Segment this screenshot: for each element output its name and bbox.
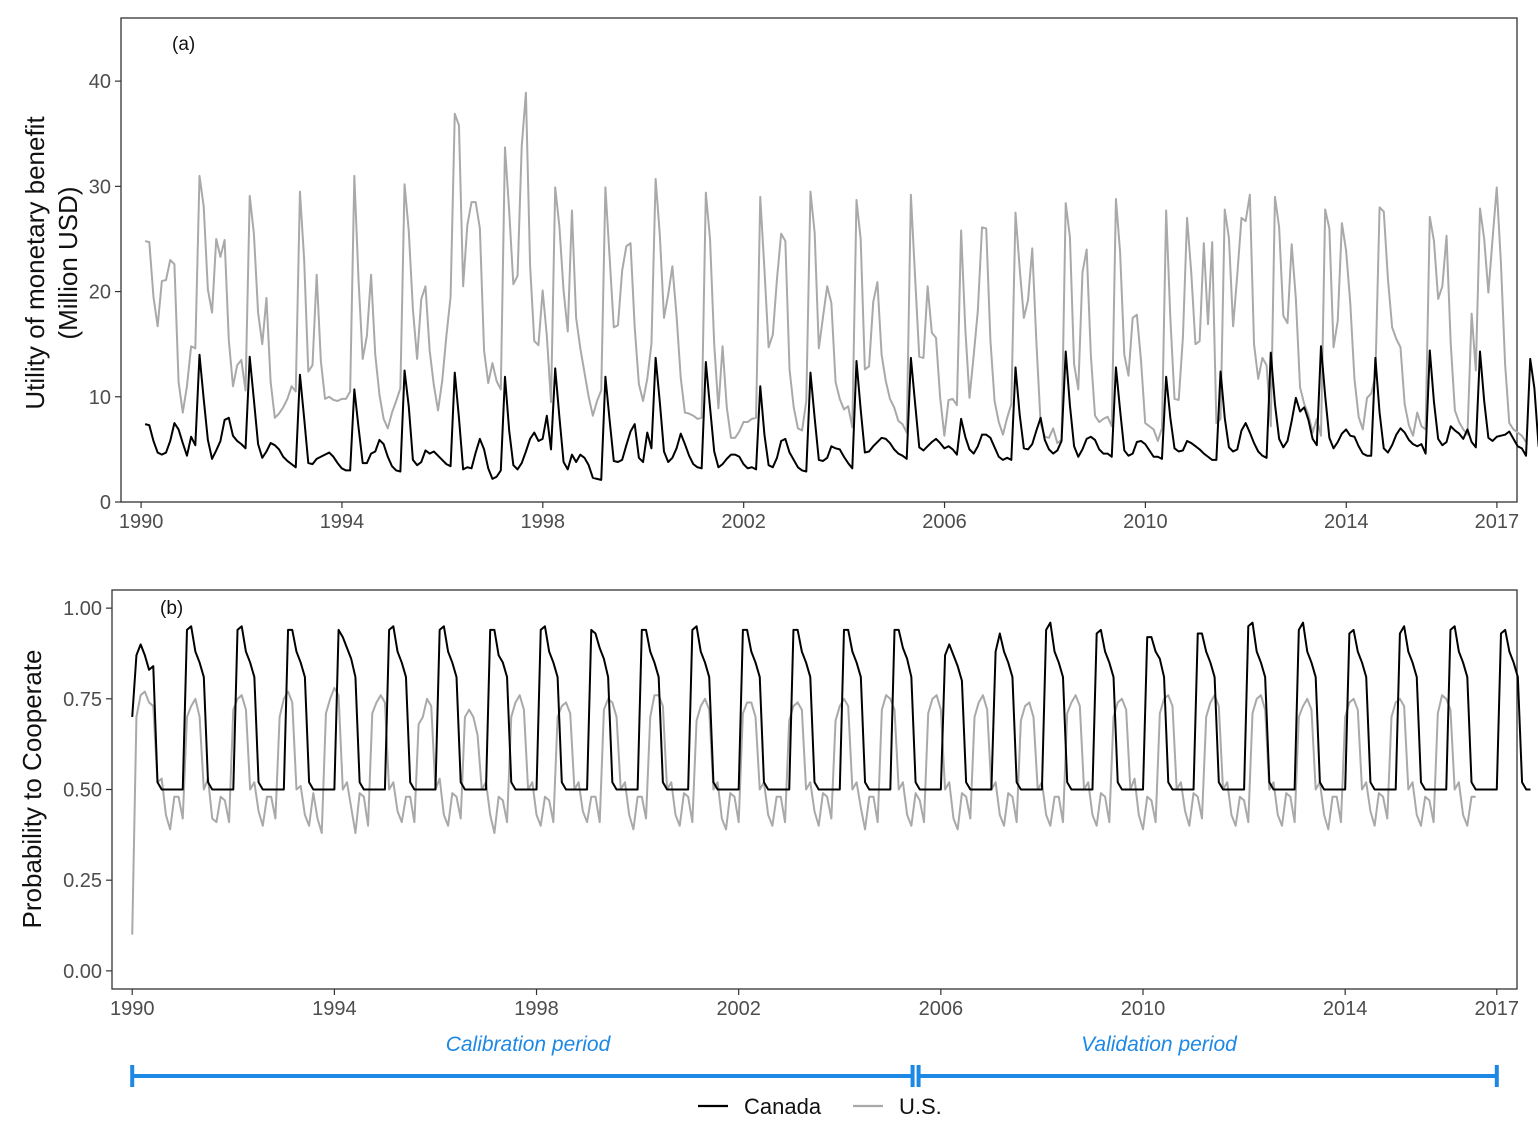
y-tick-label: 40	[89, 71, 111, 93]
series-line-us	[144, 91, 1527, 445]
legend-label-us: U.S.	[899, 1094, 942, 1119]
panel-a-tag: (a)	[172, 34, 195, 55]
y-tick-label: 20	[89, 282, 111, 304]
panel-a-y-title-line1: Utility of monetary benefit	[20, 116, 50, 410]
x-tick-label: 2014	[1323, 998, 1368, 1020]
series-line-canada	[144, 345, 1538, 481]
panel-b-y-ticks: 0.00 0.25 0.50 0.75 1.00	[63, 598, 112, 983]
calibration-period-label: Calibration period	[446, 1033, 612, 1056]
legend-label-canada: Canada	[744, 1094, 822, 1119]
x-tick-label: 2002	[721, 511, 766, 533]
panel-b: (b) 0.00 0.25 0.50 0.75 1.00 1990 1994 1998 200…	[17, 589, 1531, 1020]
x-tick-label: 2002	[716, 998, 761, 1020]
x-tick-label: 1998	[514, 998, 559, 1020]
y-tick-label: 0.25	[63, 870, 102, 892]
x-tick-label: 2017	[1475, 511, 1520, 533]
x-tick-label: 1994	[312, 998, 357, 1020]
panel-a-y-ticks: 0 10 20 30 40	[89, 71, 121, 514]
y-tick-label: 0.75	[63, 689, 102, 711]
x-tick-label: 2006	[922, 511, 967, 533]
x-tick-label: 1990	[110, 998, 155, 1020]
legend: Canada U.S.	[698, 1094, 942, 1119]
panel-b-tag: (b)	[160, 598, 183, 619]
panel-b-y-title: Probability to Cooperate	[17, 650, 47, 929]
x-tick-label: 2017	[1475, 998, 1520, 1020]
y-tick-label: 10	[89, 387, 111, 409]
panel-a-frame	[120, 17, 1518, 503]
x-tick-label: 1994	[320, 511, 365, 533]
validation-period-label: Validation period	[1081, 1033, 1238, 1056]
period-annotations: Calibration period Validation period	[130, 1033, 1499, 1087]
y-tick-label: 0.50	[63, 780, 102, 802]
period-bars	[130, 1065, 1499, 1087]
panel-b-series	[131, 621, 1531, 935]
panel-a-y-title-line2: (Million USD)	[53, 186, 83, 339]
series-line-canada	[131, 621, 1531, 791]
y-tick-label: 30	[89, 176, 111, 198]
y-tick-label: 1.00	[63, 598, 102, 620]
panel-b-x-ticks: 1990 1994 1998 2002 2006 2010 2014 2017	[110, 989, 1519, 1020]
series-line-us	[131, 686, 1476, 935]
panel-a: (a) 0 10 20 30 40 1990 1994 1998 2002 2006 2010 20…	[20, 17, 1538, 533]
x-tick-label: 1998	[521, 511, 566, 533]
x-tick-label: 2006	[919, 998, 964, 1020]
y-tick-label: 0.00	[63, 961, 102, 983]
x-tick-label: 2010	[1123, 511, 1168, 533]
x-tick-label: 1990	[119, 511, 164, 533]
x-tick-label: 2014	[1324, 511, 1369, 533]
y-tick-label: 0	[100, 492, 111, 514]
panel-a-series	[144, 91, 1538, 481]
panel-a-x-ticks: 1990 1994 1998 2002 2006 2010 2014 2017	[119, 502, 1519, 533]
x-tick-label: 2010	[1121, 998, 1166, 1020]
